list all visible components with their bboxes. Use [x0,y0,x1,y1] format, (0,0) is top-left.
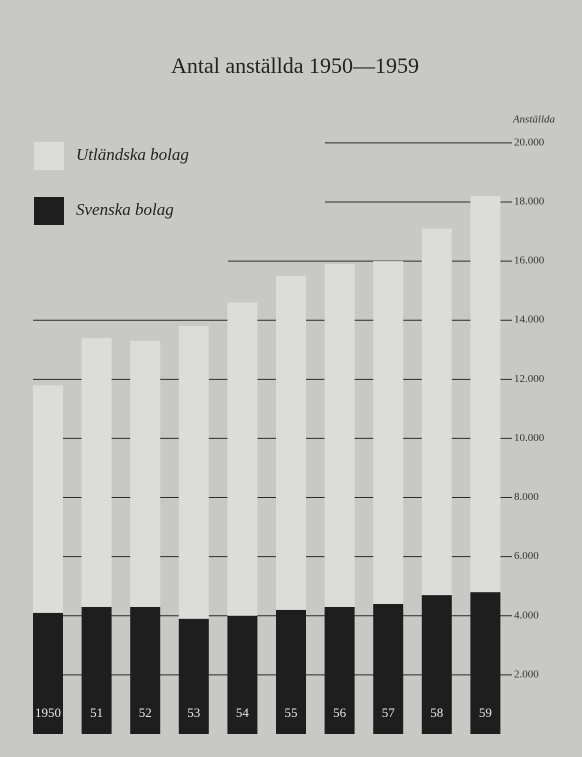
bar-segment [373,261,404,604]
legend-label: Utländska bolag [76,145,189,164]
y-tick-label: 8.000 [514,491,539,503]
y-tick-label: 18.000 [514,196,545,208]
y-tick-label: 6.000 [514,550,539,562]
x-tick-label: 57 [382,705,396,720]
bar-segment [227,615,258,734]
legend-swatch [34,142,64,170]
y-tick-label: 14.000 [514,314,545,326]
x-tick-label: 58 [430,705,443,720]
bar-segment [130,606,161,734]
legend-swatch [34,197,64,225]
legend-label: Svenska bolag [76,200,174,219]
bar-segment [276,275,306,610]
chart-title: Antal anställda 1950—1959 [171,53,419,78]
x-tick-label: 55 [285,705,298,720]
bar-segment [470,196,501,593]
bar-segment [178,618,209,734]
y-axis-label: Anställda [512,114,556,126]
bar-segment [81,337,112,607]
bar-segment [130,340,161,607]
bar-segment [81,606,112,734]
y-tick-label: 10.000 [514,432,545,444]
y-tick-label: 16.000 [514,255,545,267]
x-tick-label: 52 [139,705,152,720]
bar-segment [33,385,63,613]
x-tick-label: 53 [187,705,200,720]
bar-segment [421,595,452,734]
bar-segment [276,609,306,734]
x-tick-label: 56 [333,705,347,720]
y-tick-label: 20.000 [514,136,545,148]
bar-segment [324,264,355,607]
x-tick-label: 59 [479,705,492,720]
y-tick-label: 2.000 [514,668,539,680]
bar-segment [227,302,258,616]
bar-segment [324,606,355,734]
bar-segment [33,612,63,734]
y-tick-label: 4.000 [514,609,539,621]
x-tick-label: 1950 [35,705,61,720]
y-tick-label: 12.000 [514,373,545,385]
bar-segment [470,592,501,734]
bar-segment [178,326,209,619]
x-tick-label: 51 [90,705,103,720]
x-tick-label: 54 [236,705,250,720]
bar-segment [373,603,404,734]
bar-segment [421,228,452,596]
